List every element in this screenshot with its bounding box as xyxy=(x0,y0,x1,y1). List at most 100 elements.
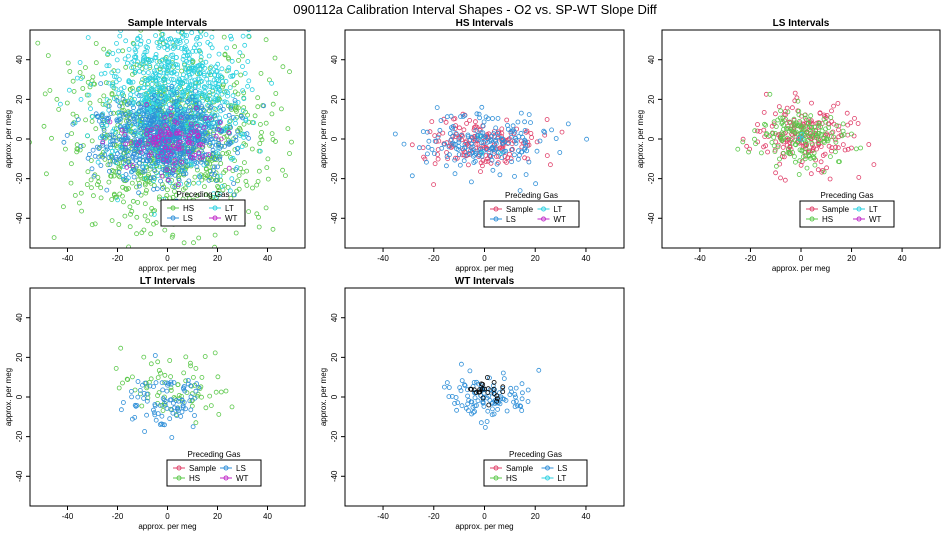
scatter-point-sample xyxy=(773,170,778,176)
scatter-point-hs xyxy=(784,135,790,141)
scatter-point-black xyxy=(500,389,506,395)
scatter-point-ls xyxy=(136,109,142,115)
scatter-point-ls xyxy=(181,171,186,177)
scatter-point-ls xyxy=(131,132,137,138)
legend-marker xyxy=(809,206,815,212)
scatter-point-ls xyxy=(75,117,81,122)
scatter-point-ls xyxy=(416,145,422,151)
scatter-point-ls xyxy=(131,116,137,122)
scatter-point-hs xyxy=(35,40,41,46)
scatter-point-ls xyxy=(159,413,165,419)
scatter-point-lt xyxy=(225,90,231,96)
scatter-point-lt xyxy=(115,68,121,74)
scatter-point-lt xyxy=(66,87,72,93)
scatter-point-ls xyxy=(491,151,497,156)
scatter-point-ls xyxy=(174,90,180,95)
scatter-point-lt xyxy=(228,36,234,42)
scatter-point-lt xyxy=(150,75,156,81)
scatter-point-ls xyxy=(452,157,458,163)
scatter-point-lt xyxy=(123,38,129,44)
scatter-point-wt xyxy=(196,150,202,156)
scatter-point-lt xyxy=(141,52,147,58)
scatter-point-wt xyxy=(162,145,168,151)
scatter-point-lt xyxy=(206,125,212,130)
scatter-point-ls xyxy=(133,157,139,163)
scatter-point-lt xyxy=(179,96,185,102)
scatter-point-ls xyxy=(214,119,220,125)
scatter-point-lt xyxy=(211,119,217,125)
scatter-point-lt xyxy=(144,49,150,54)
scatter-point-hs xyxy=(794,131,800,137)
scatter-point-ls xyxy=(453,395,459,400)
scatter-point-lt xyxy=(187,6,191,10)
scatter-point-lt xyxy=(184,33,190,38)
scatter-point-lt xyxy=(214,77,220,82)
scatter-point-hs xyxy=(160,408,166,413)
x-tick-label: -20 xyxy=(112,254,124,263)
scatter-point-ls xyxy=(499,155,505,161)
scatter-point-lt xyxy=(187,75,193,80)
scatter-point-sample xyxy=(452,134,458,139)
scatter-point-lt xyxy=(193,36,199,42)
scatter-point-hs xyxy=(266,77,272,83)
scatter-point-lt xyxy=(153,71,159,77)
scatter-point-hs xyxy=(770,130,775,136)
scatter-point-ls xyxy=(194,381,200,387)
scatter-point-sample xyxy=(529,135,534,140)
scatter-point-hs xyxy=(130,64,136,70)
scatter-point-ls xyxy=(522,119,527,125)
scatter-point-lt xyxy=(150,163,156,169)
y-tick-label: -20 xyxy=(330,430,339,442)
x-axis-label: approx. per meg xyxy=(455,264,513,273)
scatter-point-sample xyxy=(499,126,505,132)
scatter-point-sample xyxy=(493,153,499,159)
scatter-point-wt xyxy=(201,125,207,131)
scatter-point-lt xyxy=(189,78,195,84)
scatter-point-ls xyxy=(510,123,516,129)
scatter-point-hs xyxy=(779,120,785,125)
scatter-point-hs xyxy=(763,122,769,128)
scatter-point-hs xyxy=(222,51,228,57)
scatter-point-lt xyxy=(168,36,174,42)
scatter-point-ls xyxy=(118,155,124,161)
scatter-point-ls xyxy=(512,173,517,179)
scatter-point-lt xyxy=(196,63,202,69)
scatter-point-hs xyxy=(90,74,96,80)
scatter-point-ls xyxy=(183,111,189,117)
scatter-point-ls xyxy=(187,398,193,404)
scatter-point-ls xyxy=(136,183,142,189)
scatter-point-hs xyxy=(781,150,786,156)
x-tick-label: 0 xyxy=(799,254,804,263)
y-tick-label: -20 xyxy=(15,172,24,184)
scatter-point-ls xyxy=(132,129,138,135)
scatter-point-ls xyxy=(446,152,452,158)
scatter-point-lt xyxy=(226,25,230,29)
scatter-point-ls xyxy=(85,155,91,161)
scatter-point-sample xyxy=(852,116,857,121)
scatter-point-ls xyxy=(231,192,237,198)
scatter-point-ls xyxy=(470,153,476,159)
scatter-point-hs xyxy=(89,222,95,228)
scatter-point-sample xyxy=(836,127,841,133)
scatter-point-lt xyxy=(155,84,161,89)
scatter-point-lt xyxy=(168,53,174,58)
scatter-point-lt xyxy=(182,168,187,174)
scatter-point-lt xyxy=(240,108,246,113)
scatter-point-hs xyxy=(812,162,818,168)
scatter-point-ls xyxy=(132,121,138,127)
scatter-point-ls xyxy=(477,115,483,121)
scatter-point-wt xyxy=(198,141,203,147)
scatter-point-sample xyxy=(452,116,458,121)
scatter-point-wt xyxy=(175,182,181,187)
panel-wt: WT Intervals-40 -20 0 20 40-40-2002040approx… xyxy=(319,276,625,531)
scatter-point-hs xyxy=(210,298,214,302)
scatter-point-hs xyxy=(282,173,288,179)
scatter-point-hs xyxy=(752,128,758,134)
scatter-point-wt xyxy=(206,152,212,158)
scatter-point-lt xyxy=(104,97,110,103)
scatter-point-lt xyxy=(209,69,214,75)
scatter-point-ls xyxy=(210,147,216,153)
scatter-point-hs xyxy=(233,230,239,236)
scatter-point-hs xyxy=(264,165,270,171)
scatter-point-ls xyxy=(462,145,467,151)
